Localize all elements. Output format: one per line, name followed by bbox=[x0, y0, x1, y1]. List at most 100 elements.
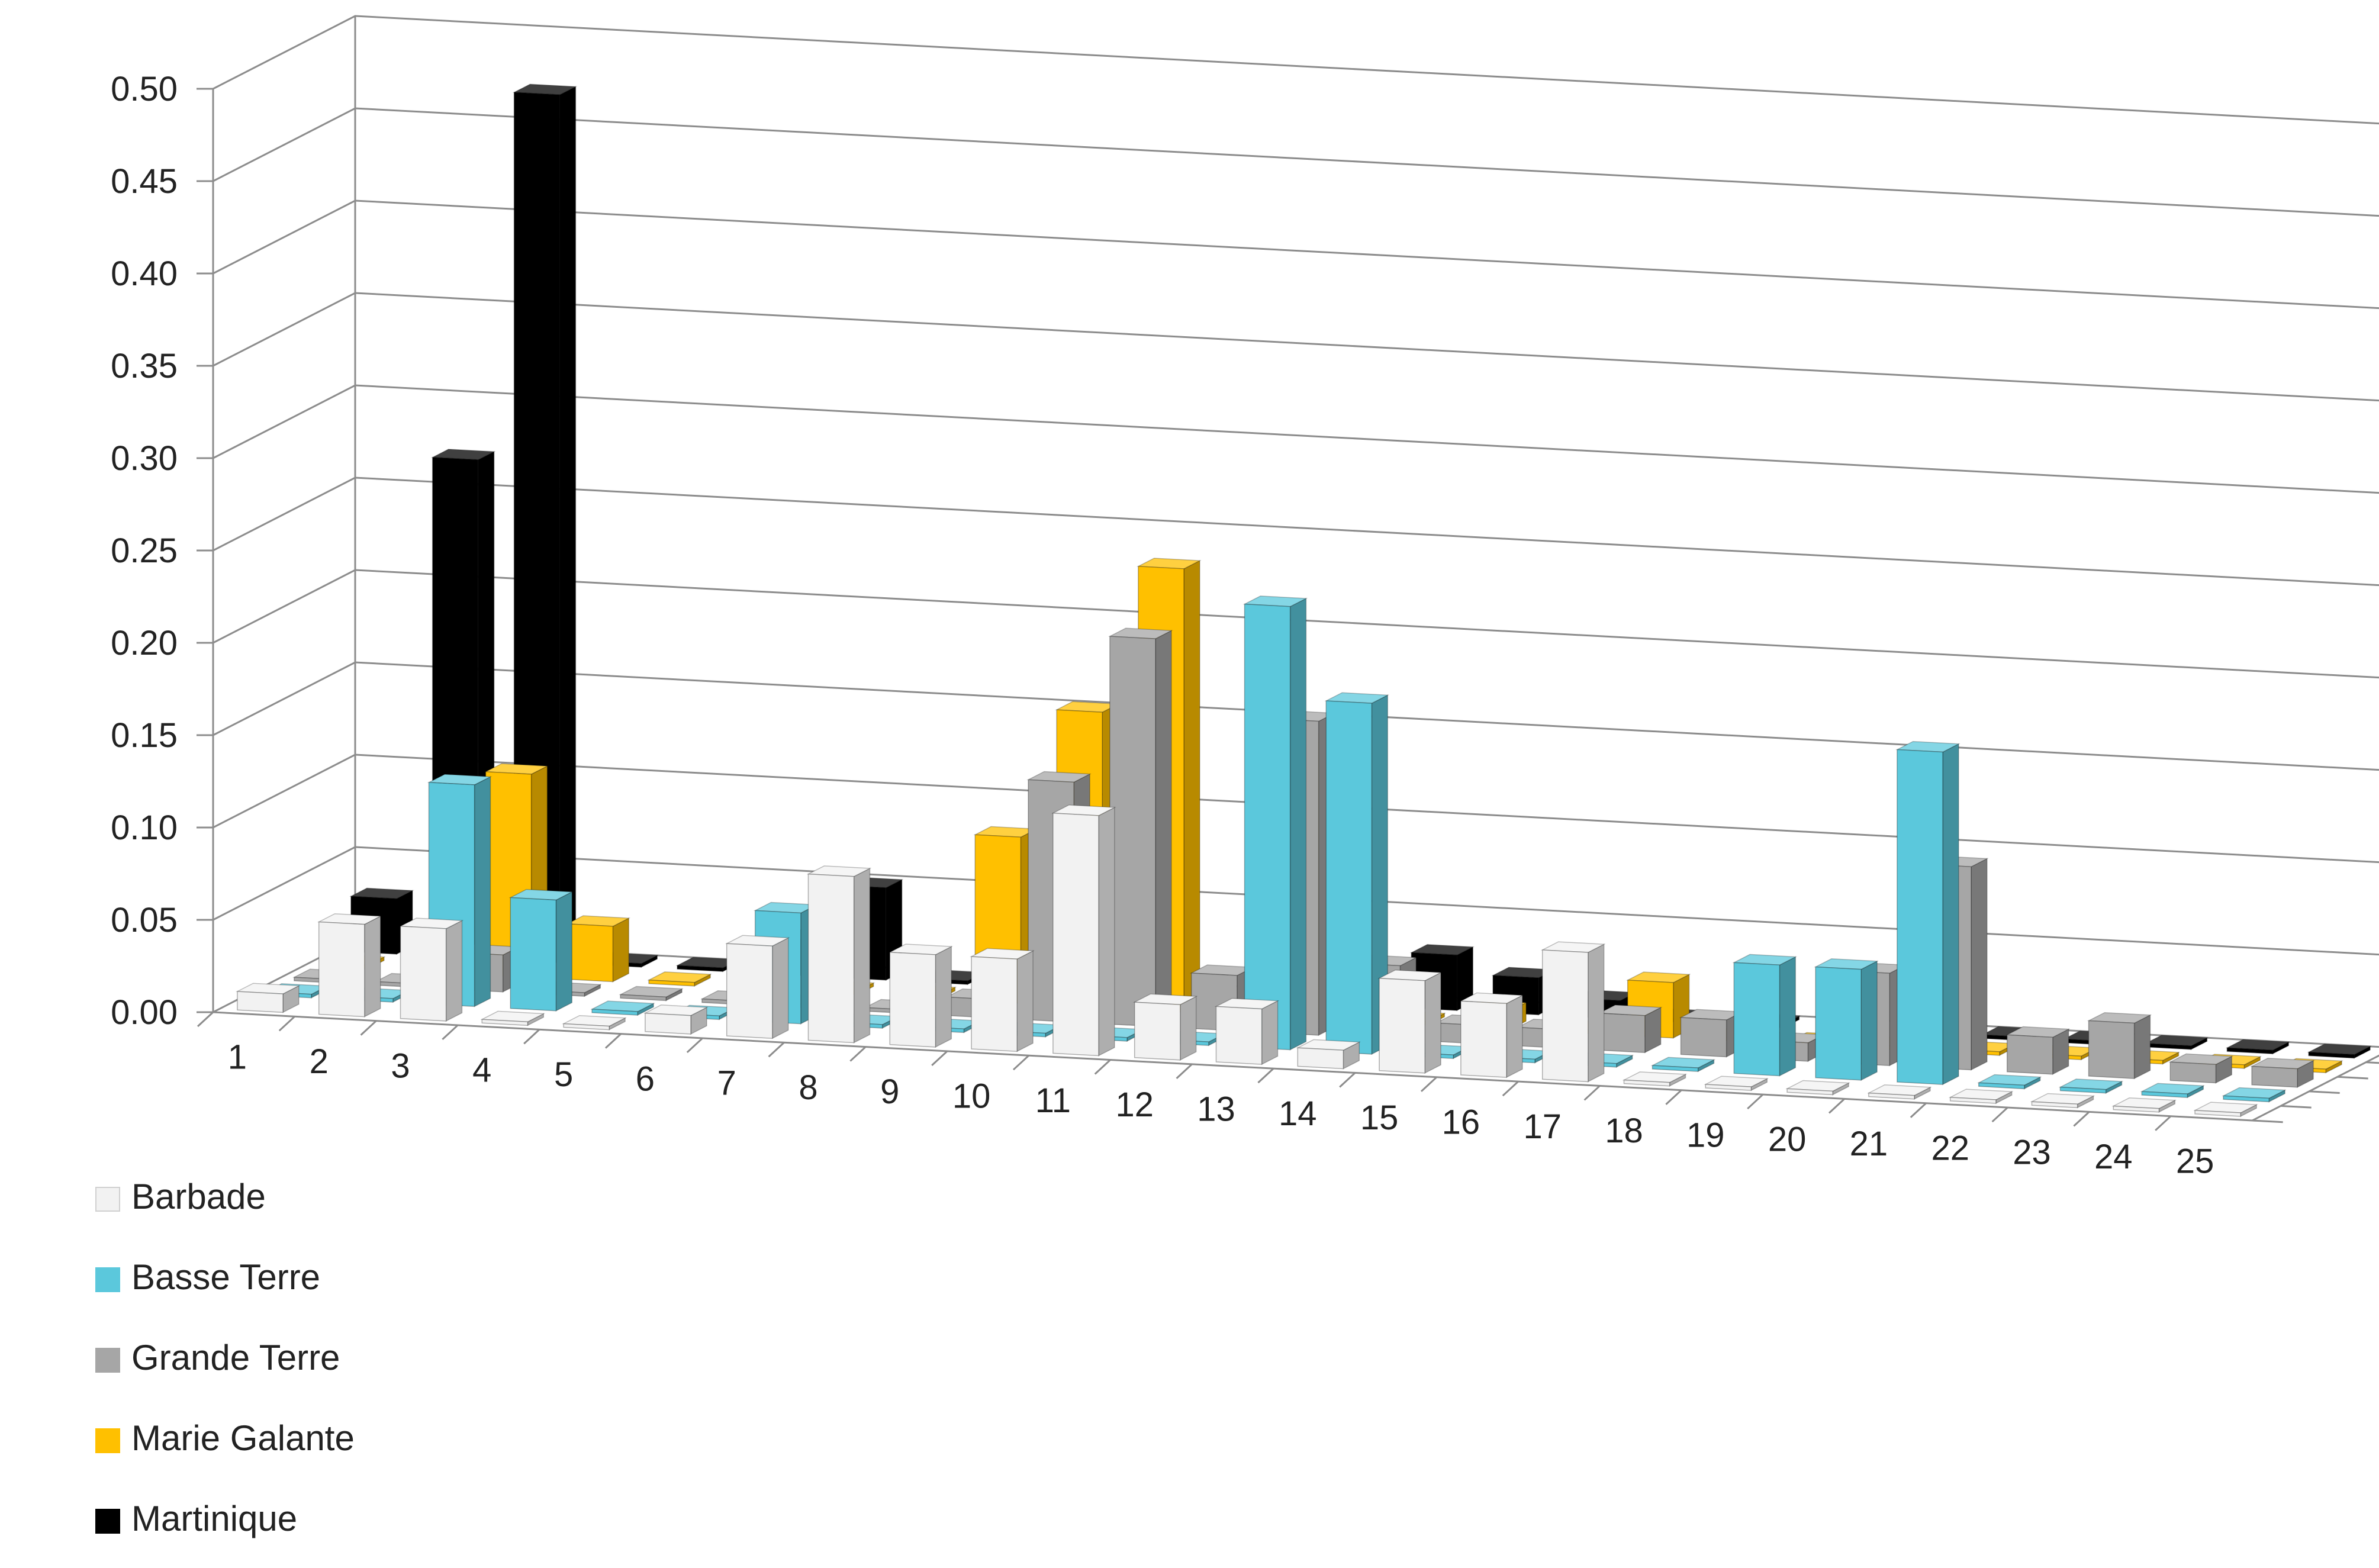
bar-front-face bbox=[2223, 1095, 2269, 1103]
bar-top-face bbox=[484, 763, 549, 775]
bar-top-face bbox=[725, 935, 790, 946]
bar bbox=[1976, 1074, 2042, 1090]
bar-front-face bbox=[1652, 1065, 1699, 1072]
bar-front-face bbox=[510, 897, 557, 1012]
bar-side-face bbox=[1779, 956, 1797, 1077]
bar bbox=[1242, 595, 1308, 1051]
bar bbox=[970, 948, 1035, 1052]
bar-top-face bbox=[317, 913, 382, 925]
legend-label: Marie Galante bbox=[131, 1418, 355, 1458]
y-tick-label: 0.15 bbox=[111, 716, 178, 755]
bar-front-face bbox=[2169, 1061, 2217, 1084]
bar-top-face bbox=[1108, 627, 1173, 639]
x-tick-label: 16 bbox=[1442, 1103, 1480, 1141]
bar bbox=[2140, 1083, 2206, 1099]
bar-side-face bbox=[559, 86, 577, 964]
bar-top-face bbox=[2193, 1102, 2258, 1113]
depth-tick bbox=[2309, 1090, 2340, 1094]
bar-front-face bbox=[481, 1019, 529, 1026]
bar-front-face bbox=[1949, 1097, 1997, 1104]
depth-tick bbox=[2337, 1076, 2368, 1080]
bar-front-face bbox=[566, 923, 614, 983]
bar bbox=[1324, 692, 1390, 1055]
bar-top-face bbox=[643, 1004, 709, 1016]
legend-label: Basse Terre bbox=[131, 1257, 320, 1297]
bar bbox=[1650, 1057, 1716, 1073]
legend-swatch bbox=[95, 1267, 120, 1292]
bar bbox=[1622, 1071, 1688, 1087]
bar-top-face bbox=[565, 915, 631, 927]
bar-front-face bbox=[1109, 636, 1156, 1028]
bar-front-face bbox=[237, 991, 284, 1013]
x-tick-label: 12 bbox=[1115, 1086, 1154, 1124]
legend-label: Barbade bbox=[131, 1177, 266, 1216]
x-tick-mark bbox=[849, 1046, 867, 1062]
gridlines bbox=[213, 15, 2379, 1048]
bar-top-face bbox=[1867, 1084, 1932, 1096]
bar-front-face bbox=[2308, 1051, 2355, 1059]
bar-front-face bbox=[1623, 1079, 1670, 1087]
bar-side-face bbox=[1506, 994, 1523, 1078]
bar-side-face bbox=[474, 775, 491, 1007]
bar bbox=[806, 865, 872, 1044]
bar-top-face bbox=[1026, 771, 1092, 783]
bar-front-face bbox=[318, 921, 365, 1018]
x-tick-mark bbox=[1665, 1089, 1682, 1105]
bar-front-face bbox=[1868, 1092, 1915, 1100]
x-tick-mark bbox=[1094, 1059, 1111, 1075]
x-tick-mark bbox=[1012, 1055, 1030, 1071]
bar bbox=[398, 917, 464, 1022]
bar bbox=[2087, 1012, 2152, 1080]
bar-front-face bbox=[2226, 1047, 2274, 1055]
bar-front-face bbox=[2251, 1065, 2298, 1088]
bar bbox=[1814, 958, 1879, 1081]
x-tick-label: 1 bbox=[228, 1038, 247, 1077]
y-tick-label: 0.35 bbox=[111, 347, 178, 385]
x-tick-label: 24 bbox=[2094, 1138, 2133, 1176]
bar-top-face bbox=[970, 948, 1035, 960]
bar-top-face bbox=[2087, 1012, 2152, 1024]
bar-side-face bbox=[1424, 971, 1441, 1074]
bar bbox=[1597, 1004, 1663, 1054]
legend-label: Martinique bbox=[131, 1499, 297, 1538]
legend-entry: Marie Galante bbox=[95, 1418, 355, 1458]
bar-top-face bbox=[2307, 1043, 2372, 1055]
y-tick-label: 0.40 bbox=[111, 255, 178, 293]
bar bbox=[1459, 992, 1524, 1078]
bar bbox=[2143, 1035, 2209, 1051]
x-tick-label: 17 bbox=[1523, 1107, 1562, 1146]
x-tick-mark bbox=[1339, 1072, 1356, 1088]
bar-side-face bbox=[555, 891, 573, 1012]
x-tick-label: 2 bbox=[310, 1042, 329, 1081]
x-tick-mark bbox=[442, 1024, 459, 1041]
bar-side-face bbox=[935, 945, 952, 1048]
legend-entry: Martinique bbox=[95, 1499, 297, 1538]
x-tick-label: 14 bbox=[1279, 1094, 1317, 1133]
bar-top-face bbox=[1597, 1004, 1663, 1016]
bar-front-face bbox=[645, 1012, 691, 1035]
bar bbox=[2005, 1026, 2071, 1076]
depth-tick bbox=[2280, 1105, 2312, 1109]
bar bbox=[643, 1004, 709, 1035]
x-tick-mark bbox=[2073, 1111, 2090, 1127]
x-tick-mark bbox=[1502, 1081, 1519, 1097]
bar-side-face bbox=[1860, 960, 1878, 1081]
bar-top-face bbox=[1132, 993, 1198, 1005]
bar-front-face bbox=[1786, 1088, 1833, 1096]
bar-front-face bbox=[2088, 1020, 2135, 1079]
bar-front-face bbox=[889, 952, 936, 1048]
bar bbox=[1051, 804, 1116, 1057]
bar-side-face bbox=[1180, 996, 1197, 1061]
bar bbox=[1895, 740, 1960, 1086]
x-tick-mark bbox=[1910, 1102, 1927, 1118]
bar bbox=[1732, 954, 1798, 1077]
bar-front-face bbox=[620, 994, 667, 1002]
bar-front-face bbox=[1297, 1047, 1344, 1070]
bar-top-face bbox=[2222, 1087, 2287, 1099]
bar-front-face bbox=[1978, 1082, 2025, 1090]
floor-front-edge bbox=[213, 1011, 2253, 1122]
bar-top-face bbox=[647, 971, 712, 983]
legend-entry: Basse Terre bbox=[95, 1257, 320, 1297]
x-tick-label: 21 bbox=[1850, 1125, 1888, 1163]
bar-front-face bbox=[2059, 1086, 2107, 1094]
